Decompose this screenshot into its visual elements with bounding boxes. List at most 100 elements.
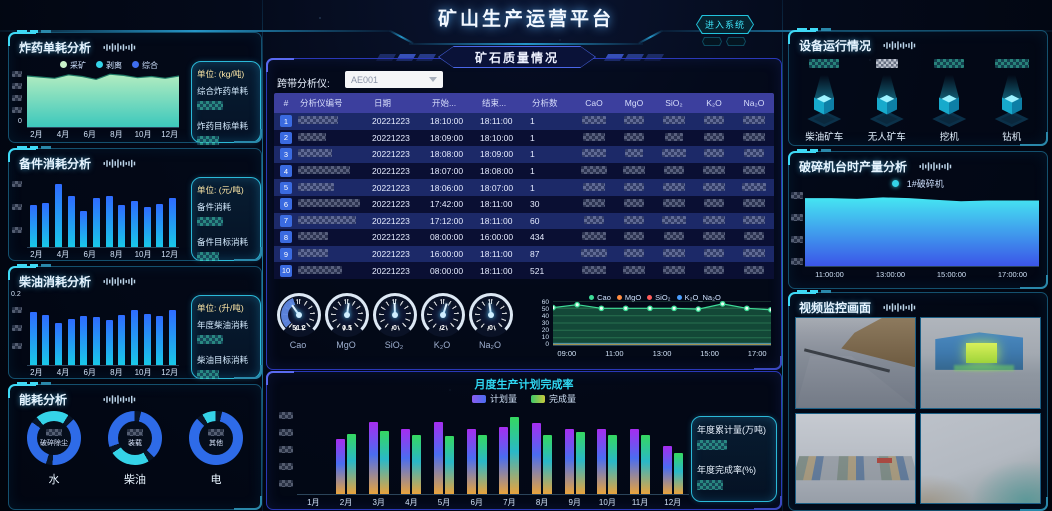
table-row[interactable]: 7 20221223 17:12:00 18:11:00 60	[274, 212, 774, 230]
redacted-ytick	[791, 192, 803, 199]
device-unmanned-truck: 无人矿车	[856, 55, 919, 143]
redacted-cell	[581, 166, 607, 175]
table-row[interactable]: 9 20221223 16:00:00 18:11:00 87	[274, 245, 774, 263]
legend-item[interactable]: K₂O_Na₂O	[676, 287, 721, 305]
legend-dot	[647, 295, 653, 300]
redacted-ytick	[12, 307, 22, 313]
panel-crusher-output: 破碎机台时产量分析 1#破碎机 11:00:00 13:00:00 15:00:0…	[788, 149, 1048, 289]
redacted-cell	[744, 265, 764, 274]
video-feed-1[interactable]	[795, 317, 916, 409]
table-row[interactable]: 8 20221223 08:00:00 16:00:00 434	[274, 229, 774, 246]
table-row[interactable]: 10 20221223 08:00:00 18:11:00 521	[274, 262, 774, 279]
header-banner-bottom	[409, 43, 643, 45]
monthly-legend: 计划量 完成量	[267, 392, 781, 405]
redacted-cell	[663, 249, 685, 258]
quality-table: # 分析仪编号 日期 开始... 结束... 分析数 CaO MgO SiO₂ …	[274, 93, 774, 279]
column-divider-right	[782, 0, 783, 511]
redacted-value	[197, 217, 223, 226]
header-deco-hexagon	[702, 37, 722, 46]
table-row[interactable]: 3 20221223 18:08:00 18:09:00 1	[274, 146, 774, 163]
legend-item[interactable]: 计划量	[471, 392, 517, 405]
video-feed-3[interactable]	[795, 412, 916, 504]
donut-segment-label: 装载	[128, 439, 142, 447]
legend-dot	[589, 295, 595, 300]
panel-notch	[17, 382, 51, 385]
redacted-cell	[624, 199, 644, 208]
legend-item[interactable]: SiO₂	[647, 287, 671, 305]
panel-diesel-consumption: 柴油消耗分析 0.2 2月 4月 6月 8月 10月 12月 单位: (升/吨) 年度…	[8, 264, 262, 379]
table-row[interactable]: 2 20221223 18:09:00 18:10:00 1	[274, 129, 774, 147]
redacted-analyzer-id	[298, 215, 356, 224]
waveform-icon	[883, 41, 916, 50]
explosive-area-chart	[27, 69, 179, 128]
redacted-cell	[582, 265, 606, 274]
terrain-patch	[970, 460, 1040, 503]
redacted-cell	[703, 215, 725, 224]
video-feed-2[interactable]	[920, 317, 1041, 409]
explosive-info-box: 单位: (kg/吨) 综合炸药单耗 炸药目标单耗	[191, 61, 261, 145]
legend-item[interactable]: MgO	[616, 287, 641, 305]
legend-item[interactable]: 剥离	[96, 55, 122, 73]
section-badge-ore-quality: 矿石质量情况	[438, 46, 596, 68]
legend-item[interactable]: 1#破碎机	[892, 174, 944, 192]
enter-system-button[interactable]: 进入系统	[696, 15, 754, 34]
header-deco-hexagon	[726, 37, 746, 46]
redacted-analyzer-id	[298, 132, 326, 141]
redacted-cell	[743, 116, 765, 125]
gauge-k2o: 2 K₂O	[421, 293, 465, 350]
spare-parts-bar-chart	[27, 177, 179, 248]
crusher-legend: 1#破碎机	[789, 174, 1047, 192]
equipment-items: 柴油矿车 无人矿车 挖机 钻机	[793, 55, 1043, 143]
redacted-ytick	[279, 412, 293, 419]
analyzer-select[interactable]: AE001	[345, 71, 443, 88]
table-row[interactable]: 4 20221223 18:07:00 18:08:00 1	[274, 162, 774, 180]
legend-dot	[892, 180, 900, 187]
legend-item[interactable]: 采矿	[60, 55, 86, 73]
donut-diesel: 装载 柴油	[104, 411, 166, 487]
panel-title: 柴油消耗分析	[19, 275, 92, 289]
donut-electricity: 其他 电	[185, 411, 247, 487]
electricity-donut-chart: 其他	[189, 411, 243, 465]
redacted-analyzer-id	[298, 232, 328, 241]
table-row[interactable]: 6 20221223 17:42:00 18:11:00 30	[274, 195, 774, 213]
panel-ore-quality: 跨带分析仪: AE001 # 分析仪编号 日期 开始... 结束... 分析数 …	[266, 58, 782, 370]
crusher-x-labels: 11:00:00 13:00:00 15:00:00 17:00:00	[815, 270, 1028, 279]
gauge-sio2: 0 SiO₂	[373, 293, 417, 350]
legend-swatch-plan	[471, 394, 486, 403]
annual-summary-box: 年度累计量(万吨) 年度完成率(%)	[691, 416, 777, 502]
redacted-ytick	[279, 446, 293, 453]
panel-title: 设备运行情况	[799, 39, 872, 53]
redacted-cell	[743, 199, 765, 208]
legend-dot	[96, 61, 103, 68]
redacted-cell	[663, 265, 685, 274]
legend-dot	[676, 295, 682, 300]
redacted-cell	[663, 199, 685, 208]
redacted-analyzer-id	[298, 199, 360, 208]
waveform-icon	[883, 303, 916, 312]
diesel-x-labels: 2月 4月 6月 8月 10月 12月	[30, 368, 179, 377]
truck-yard	[796, 455, 915, 480]
redacted-value	[127, 428, 143, 436]
legend-item[interactable]: Cao	[589, 287, 611, 305]
table-row[interactable]: 1 20221223 18:10:00 18:11:00 1	[274, 113, 774, 130]
redacted-count	[934, 59, 965, 68]
panel-monthly-plan: 月度生产计划完成率 计划量 完成量 1月 2月 3月 4月 5月 6月 7月 8月 9月…	[266, 371, 782, 510]
redacted-cell	[624, 182, 644, 191]
legend-dot	[132, 61, 139, 68]
redacted-ytick	[12, 343, 22, 349]
redacted-cell	[582, 232, 606, 241]
redacted-ytick	[12, 83, 22, 89]
panel-notch	[17, 30, 51, 33]
redacted-count	[809, 59, 840, 68]
legend-dot	[60, 61, 67, 68]
redacted-cell	[704, 132, 724, 141]
table-header: # 分析仪编号 日期 开始... 结束... 分析数 CaO MgO SiO₂ …	[274, 93, 774, 113]
legend-item[interactable]: 综合	[132, 55, 158, 73]
cube-icon	[807, 75, 842, 127]
y-axis-origin: 0	[18, 118, 22, 125]
table-row[interactable]: 5 20221223 18:06:00 18:07:00 1	[274, 179, 774, 196]
header-line-left	[0, 30, 390, 32]
legend-item[interactable]: 完成量	[531, 392, 576, 405]
video-feed-4[interactable]	[920, 412, 1041, 504]
monthly-pair-bar-chart	[297, 406, 689, 495]
